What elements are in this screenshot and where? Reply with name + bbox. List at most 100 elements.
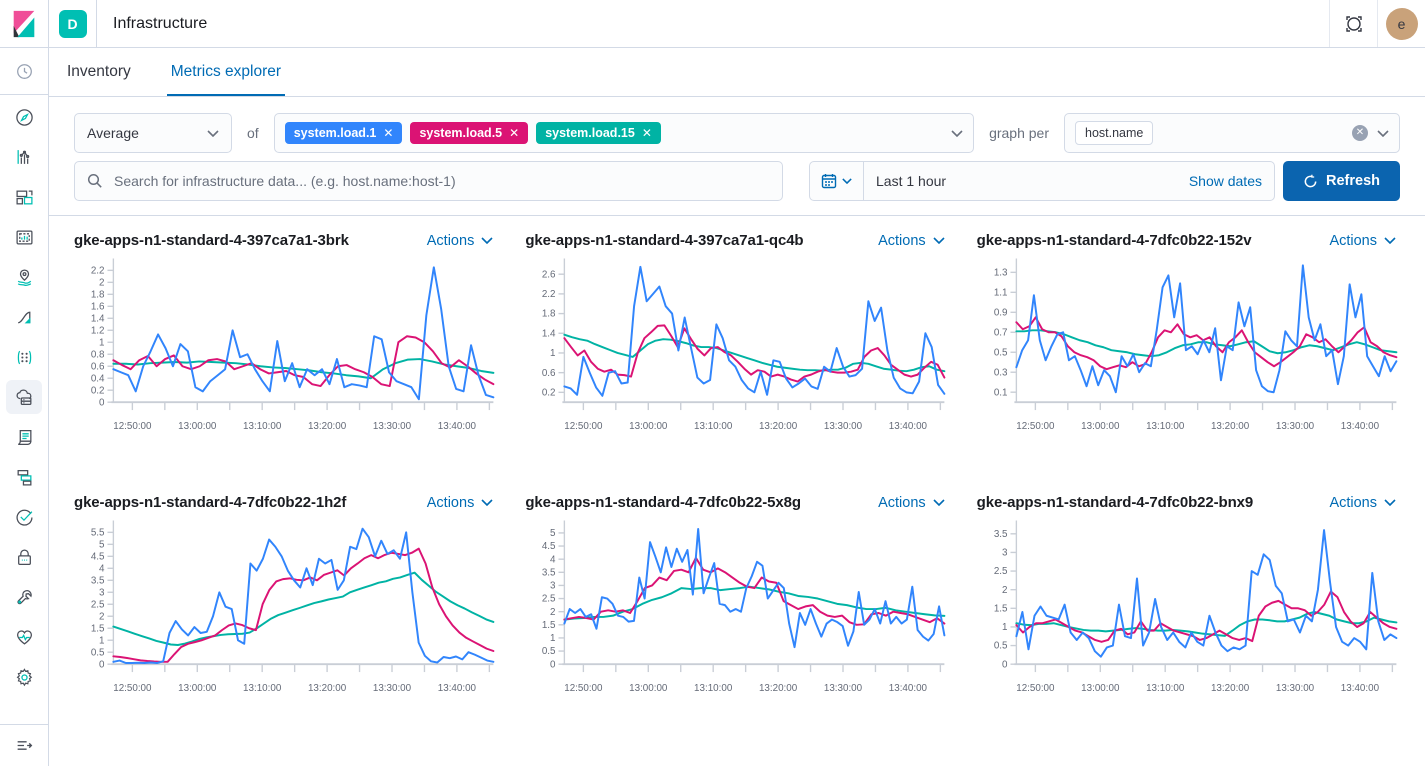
svg-text:13:10:00: 13:10:00 [694,421,733,432]
svg-text:13:00:00: 13:00:00 [178,683,217,694]
aggregation-select[interactable]: Average [74,113,232,153]
chart-actions-button[interactable]: Actions [1329,495,1396,511]
svg-text:2.2: 2.2 [91,266,105,277]
siem-lock-icon[interactable] [6,537,42,577]
svg-text:1.5: 1.5 [994,603,1008,614]
svg-text:13:10:00: 13:10:00 [243,683,282,694]
tab-metrics-explorer[interactable]: Metrics explorer [166,48,286,96]
monitoring-heartbeat-icon[interactable] [6,617,42,657]
svg-text:0.8: 0.8 [91,349,105,360]
svg-text:0: 0 [99,659,105,670]
svg-text:1: 1 [550,633,555,644]
show-dates-button[interactable]: Show dates [1183,172,1274,190]
space-switcher[interactable]: D [49,0,97,47]
svg-text:3: 3 [1002,548,1008,559]
load-line-chart[interactable]: 0 0.5 1 1.5 2 2.5 3 3.5 12:50:00 13:00:00 13:10:00… [977,515,1400,710]
svg-text:2: 2 [550,607,555,618]
svg-text:1: 1 [99,337,104,348]
uptime-icon[interactable] [6,497,42,537]
svg-text:13:30:00: 13:30:00 [824,421,863,432]
avatar[interactable]: e [1377,0,1425,47]
maps-icon[interactable] [6,257,42,297]
chart-actions-button[interactable]: Actions [427,495,494,511]
metric-chart-card: gke-apps-n1-standard-4-7dfc0b22-152v Act… [977,232,1400,448]
dashboard-icon[interactable] [6,177,42,217]
visualize-icon[interactable] [6,137,42,177]
search-bar[interactable] [74,161,783,201]
tab-bar: Inventory Metrics explorer [49,48,1425,97]
svg-text:13:40:00: 13:40:00 [1340,683,1379,694]
of-label: of [247,125,259,141]
metric-badge-system.load.1[interactable]: system.load.1 ✕ [284,122,403,144]
apm-icon[interactable] [6,457,42,497]
logs-icon[interactable] [6,417,42,457]
discover-compass-icon[interactable] [6,97,42,137]
remove-metric-icon[interactable]: ✕ [641,126,652,140]
svg-text:13:20:00: 13:20:00 [759,683,798,694]
chevron-down-icon[interactable] [951,129,963,137]
chart-actions-label: Actions [1329,232,1377,249]
chevron-down-icon [481,499,493,506]
svg-text:1: 1 [550,348,555,359]
time-range-value[interactable]: Last 1 hour [876,173,947,189]
space-badge[interactable]: D [58,9,87,38]
svg-text:1: 1 [99,635,104,646]
infrastructure-icon[interactable] [6,380,42,414]
load-line-chart[interactable]: 00.511.522.533.544.555.5 12:50:00 13:00:00… [74,515,497,710]
svg-text:13:10:00: 13:10:00 [694,683,733,694]
canvas-icon[interactable] [6,217,42,257]
management-gear-icon[interactable] [6,657,42,697]
svg-text:2.5: 2.5 [994,566,1008,577]
svg-text:2.6: 2.6 [542,269,556,280]
remove-metric-icon[interactable]: ✕ [383,126,394,140]
group-by-pill[interactable]: host.name [1075,121,1154,145]
refresh-button[interactable]: Refresh [1283,161,1400,201]
machine-learning-icon[interactable] [6,297,42,337]
chart-actions-label: Actions [426,232,475,249]
chevron-down-icon[interactable] [1377,129,1389,137]
metric-chart-card: gke-apps-n1-standard-4-7dfc0b22-5x8g Act… [525,494,948,710]
graph-icon[interactable] [6,337,42,377]
breadcrumb: Infrastructure [113,14,208,32]
kibana-logo[interactable] [0,0,49,47]
svg-text:2.5: 2.5 [542,594,556,605]
chart-actions-button[interactable]: Actions [878,495,945,511]
svg-text:1.4: 1.4 [91,313,105,324]
load-line-chart[interactable]: 0.1 0.3 0.5 0.7 0.9 1.1 1.3 12:50:00 13:00:00 13:… [977,253,1400,448]
chart-actions-button[interactable]: Actions [1329,233,1396,249]
svg-text:13:10:00: 13:10:00 [243,421,282,432]
main-content: Inventory Metrics explorer Average of sys… [49,48,1425,766]
chart-actions-button[interactable]: Actions [878,233,945,249]
chart-actions-button[interactable]: Actions [427,233,494,249]
devtools-wrench-icon[interactable] [6,577,42,617]
metric-badge-system.load.5[interactable]: system.load.5 ✕ [410,122,529,144]
calendar-icon[interactable] [810,162,864,200]
svg-text:3: 3 [550,581,556,592]
recent-icon[interactable] [6,51,42,91]
load-line-chart[interactable]: 0.2 0.6 1 1.4 1.8 2.2 2.6 12:50:00 13:00:00 13:10… [525,253,948,448]
metrics-combobox[interactable]: system.load.1 ✕ system.load.5 ✕ system.load.… [273,113,975,153]
top-header: D Infrastructure e [0,0,1425,48]
clear-group-by-icon[interactable]: ✕ [1352,125,1368,141]
svg-text:13:40:00: 13:40:00 [1340,421,1379,432]
kibana-logo-icon [13,10,35,37]
load-line-chart[interactable]: 00.20.40.60.811.21.41.61.822.2 12:50:00 13… [74,253,497,448]
svg-text:13:00:00: 13:00:00 [178,421,217,432]
svg-text:13:00:00: 13:00:00 [1081,683,1120,694]
svg-text:3.5: 3.5 [542,567,556,578]
remove-metric-icon[interactable]: ✕ [509,126,520,140]
chart-title: gke-apps-n1-standard-4-7dfc0b22-bnx9 [976,494,1254,511]
search-input[interactable] [112,172,770,190]
svg-text:12:50:00: 12:50:00 [565,683,604,694]
collapse-nav-icon[interactable] [6,726,42,766]
help-icon[interactable] [1329,0,1377,47]
svg-text:13:20:00: 13:20:00 [759,421,798,432]
search-icon [87,173,102,188]
metric-badge-system.load.15[interactable]: system.load.15 ✕ [536,122,661,144]
load-line-chart[interactable]: 0 0.5 1 1.5 2 2.5 3 3.5 4 4.5 5 12:50:00 13:00:00 13:… [525,515,948,710]
svg-text:12:50:00: 12:50:00 [113,683,152,694]
tab-inventory[interactable]: Inventory [63,48,135,96]
svg-text:0.2: 0.2 [91,385,105,396]
group-by-combobox[interactable]: host.name ✕ [1064,113,1400,153]
